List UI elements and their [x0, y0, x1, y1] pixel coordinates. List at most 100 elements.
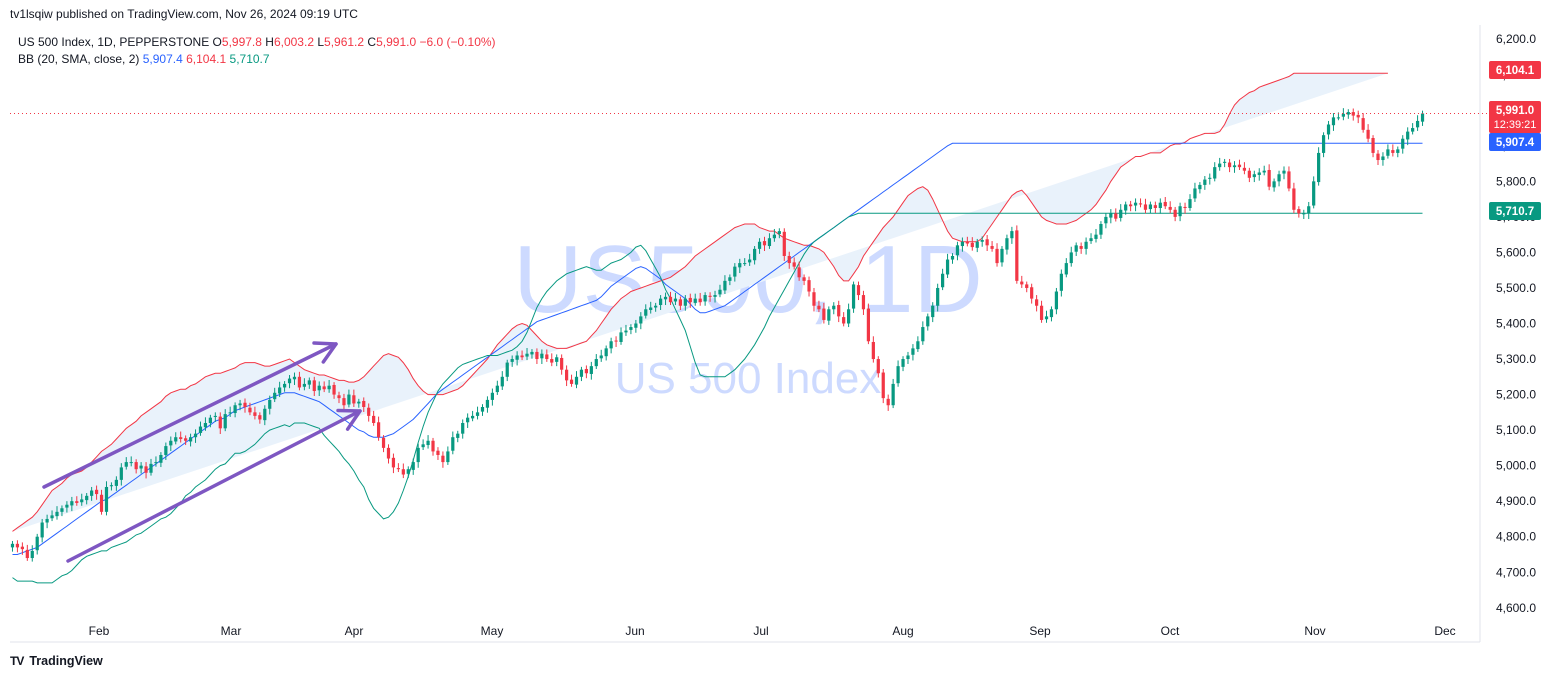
candle — [1292, 182, 1296, 214]
candle-body — [762, 241, 767, 246]
candle-body — [1297, 209, 1301, 214]
candle — [812, 287, 816, 312]
footer-brand[interactable]: TV TradingView — [10, 654, 103, 668]
candle — [60, 505, 64, 517]
candle — [624, 324, 628, 336]
candle — [975, 238, 979, 253]
candle — [609, 337, 613, 354]
candle — [1059, 269, 1063, 297]
candle-body — [1237, 164, 1242, 168]
candle-body — [1173, 209, 1177, 217]
candle — [179, 431, 183, 443]
candles[interactable] — [10, 108, 1488, 562]
candle — [629, 324, 633, 335]
candle-body — [1331, 117, 1336, 126]
candle — [35, 533, 39, 555]
candle — [683, 295, 687, 311]
y-tick-label: 4,600.0 — [1496, 601, 1536, 615]
candle-body — [347, 394, 351, 405]
candle-body — [179, 437, 183, 439]
candle — [1415, 115, 1420, 131]
candle-body — [258, 415, 262, 420]
candle — [634, 319, 638, 333]
candle-body — [871, 341, 875, 360]
candle — [945, 253, 950, 279]
candle-body — [510, 359, 514, 362]
candle-body — [748, 259, 752, 263]
candle-body — [273, 392, 277, 400]
candle — [401, 463, 405, 479]
candle — [550, 353, 554, 367]
candle-body — [1326, 124, 1331, 135]
candle-body — [1386, 149, 1390, 156]
candle — [594, 354, 598, 369]
candle — [391, 453, 396, 474]
candle — [847, 303, 851, 328]
candle — [1237, 159, 1242, 170]
x-tick-label: Jul — [753, 624, 768, 638]
candle — [10, 540, 15, 552]
countdown-label: 12:39:21 — [1494, 119, 1537, 131]
candle-body — [1015, 230, 1019, 281]
candle — [1302, 209, 1306, 220]
candle — [495, 380, 499, 395]
candle — [446, 446, 450, 465]
candle-body — [560, 357, 564, 370]
legend-bb-label[interactable]: BB (20, SMA, close, 2) — [18, 52, 140, 66]
candle — [762, 236, 767, 252]
legend-symbol[interactable]: US 500 Index, 1D, PEPPERSTONE — [18, 35, 210, 49]
candle — [678, 296, 683, 310]
candle — [317, 381, 321, 396]
candle — [376, 416, 381, 441]
upper-trend-arrow-head — [312, 341, 338, 364]
candle-body — [1223, 161, 1227, 163]
candle-body — [1213, 167, 1217, 179]
upper-trend-arrow-shaft — [42, 342, 338, 489]
trend-arrows[interactable] — [42, 341, 362, 563]
candle — [1317, 147, 1321, 186]
candle-body — [718, 289, 722, 295]
x-tick-label: Aug — [892, 624, 913, 638]
candle-body — [35, 536, 39, 551]
candle — [129, 456, 133, 467]
candle-body — [421, 444, 425, 448]
candle — [337, 391, 341, 404]
candle — [421, 439, 425, 451]
candle-body — [1401, 138, 1405, 149]
candle-body — [901, 359, 905, 367]
legend-bb-lower: 5,710.7 — [229, 52, 270, 66]
candle-body — [777, 231, 781, 234]
candle — [649, 301, 653, 314]
legend-c-label: C — [367, 35, 377, 49]
legend-o-label: O — [212, 35, 222, 49]
candle — [505, 359, 509, 382]
candle-body — [1114, 213, 1118, 219]
candle-body — [1415, 120, 1420, 128]
candle — [243, 398, 247, 413]
candle-body — [1346, 112, 1350, 115]
candle — [416, 443, 420, 468]
candle-body — [1163, 201, 1167, 207]
candle-body — [757, 241, 762, 249]
candle — [426, 435, 430, 449]
candle — [525, 348, 529, 361]
candle-body — [1039, 305, 1044, 320]
candle — [223, 409, 227, 432]
tradingview-logo-icon: TV — [10, 654, 24, 668]
candle — [1361, 113, 1365, 133]
candle-body — [1351, 112, 1355, 116]
candle-body — [609, 341, 613, 349]
candle-body — [649, 307, 653, 310]
candle-body — [134, 462, 138, 470]
candle — [1297, 206, 1301, 218]
axes: 6,200.06,100.06,000.05,900.05,800.05,700… — [10, 25, 1536, 643]
candle-body — [456, 433, 460, 438]
candle — [1391, 144, 1395, 157]
candle-body — [1267, 169, 1271, 187]
candle — [980, 236, 984, 247]
bb-lower-line — [12, 212, 1423, 584]
candle-body — [1272, 181, 1276, 188]
candle — [817, 300, 821, 313]
candle-body — [851, 284, 856, 309]
